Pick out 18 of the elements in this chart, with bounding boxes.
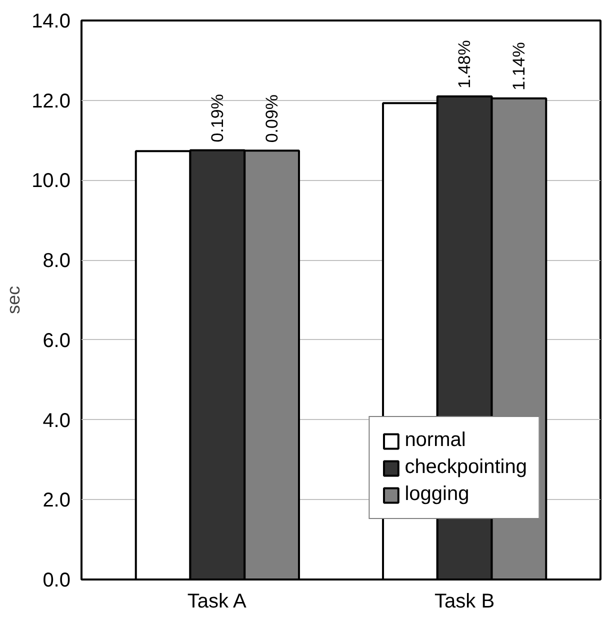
annotation: 1.48% xyxy=(455,40,474,88)
y-tick-label: 12.0 xyxy=(32,90,71,112)
y-axis-title: sec xyxy=(4,286,24,314)
y-tick-label: 2.0 xyxy=(42,490,71,512)
annotation: 0.19% xyxy=(208,94,227,142)
x-tick-label: Task A xyxy=(187,590,247,612)
x-tick-label: Task B xyxy=(434,590,495,612)
y-tick-label: 6.0 xyxy=(42,330,71,352)
legend-label: logging xyxy=(404,483,470,506)
y-tick-label: 10.0 xyxy=(32,170,71,192)
legend-label: checkpointing xyxy=(404,456,527,479)
y-tick-label: 4.0 xyxy=(42,410,71,432)
legend-label: normal xyxy=(404,429,466,452)
annotation: 1.14% xyxy=(509,42,528,90)
y-tick-label: 14.0 xyxy=(32,10,71,32)
y-tick-label: 0.0 xyxy=(42,570,71,592)
y-tick-label: 8.0 xyxy=(42,250,71,272)
annotation: 0.09% xyxy=(262,94,282,143)
